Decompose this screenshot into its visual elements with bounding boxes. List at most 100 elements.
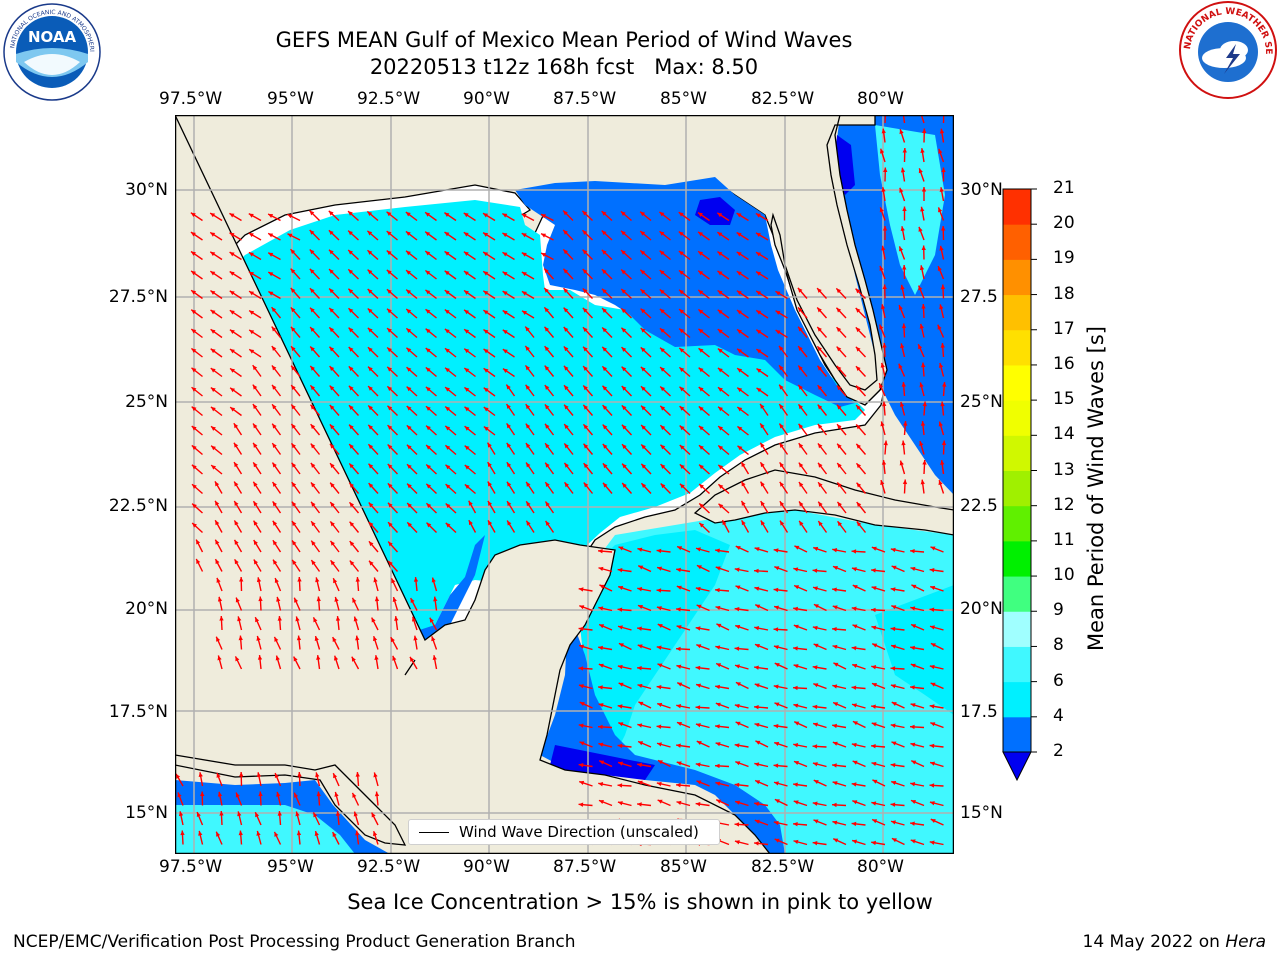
wind-arrow-head — [328, 249, 334, 255]
lon-label-top: 80°W — [857, 89, 904, 109]
wind-arrow-head — [583, 385, 588, 391]
wind-arrow-head — [373, 772, 378, 778]
wind-arrow-head — [316, 596, 321, 602]
wind-arrow-head — [621, 385, 627, 391]
wind-arrow-head — [444, 232, 450, 237]
wind-arrow-head — [602, 385, 608, 391]
wind-arrow-head — [313, 617, 318, 623]
wind-arrow-head — [348, 249, 354, 255]
chart-title-line1: GEFS MEAN Gulf of Mexico Mean Period of … — [275, 28, 853, 52]
wind-arrow-head — [760, 442, 765, 448]
wind-arrow-head — [234, 559, 239, 565]
wind-arrow-head — [696, 604, 702, 609]
wind-arrow-head — [502, 252, 508, 257]
wind-arrow-head — [367, 230, 373, 236]
wind-arrow-head — [216, 636, 221, 642]
wind-arrow-head — [659, 270, 665, 275]
wind-arrow-head — [309, 210, 315, 216]
wind-arrow-head — [699, 464, 704, 470]
wind-arrow-head — [754, 586, 760, 591]
wind-arrow-head — [507, 501, 512, 507]
wind-arrow-head — [426, 425, 431, 431]
wind-arrow-head — [314, 636, 319, 642]
colorbar-tick-label: 12 — [1053, 494, 1075, 515]
wind-arrow-head — [387, 425, 393, 430]
wind-arrow-head — [741, 500, 746, 506]
wind-arrow-head — [545, 443, 550, 449]
wind-arrow-head — [679, 347, 685, 353]
wind-arrow-head — [852, 760, 858, 765]
wind-arrow-head — [920, 421, 926, 426]
wind-arrow-head — [918, 226, 923, 232]
wind-arrow-head — [774, 702, 780, 707]
wind-arrow-head — [334, 596, 339, 602]
wind-arrow-head — [230, 368, 235, 373]
wind-arrow-head — [617, 743, 623, 749]
wind-arrow-head — [929, 801, 935, 806]
wind-arrow-head — [329, 366, 335, 371]
wind-arrow-head — [198, 772, 203, 778]
wind-arrow-head — [525, 384, 531, 390]
wind-arrow-head — [773, 724, 779, 729]
wind-arrow-head — [939, 128, 945, 134]
wind-arrow-head — [432, 655, 437, 661]
wind-arrow-head — [578, 587, 584, 592]
wind-arrow-head — [239, 577, 244, 582]
wind-arrow-head — [817, 385, 823, 391]
wind-arrow-head — [541, 233, 547, 238]
wind-arrow-head — [506, 481, 512, 487]
wind-arrow-head — [755, 604, 761, 609]
wind-arrow-head — [525, 423, 531, 429]
wind-arrow-head — [899, 129, 904, 135]
wind-arrow-head — [483, 368, 489, 373]
wind-arrow-head — [406, 386, 412, 392]
wind-arrow-head — [836, 365, 842, 371]
wind-arrow-head — [930, 546, 936, 551]
wind-arrow-head — [832, 627, 837, 632]
wind-arrow-head — [832, 741, 838, 746]
wind-arrow-head — [817, 346, 823, 352]
wind-arrow-head — [871, 744, 876, 749]
wind-arrow-head — [349, 463, 354, 469]
wind-arrow-head — [191, 367, 197, 373]
wind-arrow-head — [190, 232, 196, 237]
wind-arrow-head — [813, 586, 818, 591]
wind-arrow-head — [621, 327, 627, 333]
wind-arrow-head — [274, 636, 279, 642]
wind-arrow-head — [368, 366, 373, 372]
colorbar-swatch — [1003, 189, 1031, 225]
wind-arrow-head — [468, 500, 473, 506]
wind-arrow-head — [910, 645, 915, 651]
lon-label-bottom: 97.5°W — [159, 857, 223, 877]
wind-arrow-head — [329, 269, 334, 274]
wind-arrow-head — [679, 444, 685, 450]
wind-arrow-head — [779, 481, 785, 487]
wind-arrow-head — [229, 329, 235, 334]
wind-arrow-head — [210, 368, 216, 373]
wind-arrow-head — [239, 772, 244, 777]
lat-label-right: 27.5 — [960, 287, 998, 307]
wind-arrow-head — [660, 444, 666, 450]
wind-arrow-head — [640, 231, 646, 236]
wind-arrow-head — [273, 559, 278, 565]
wind-arrow-head — [817, 404, 823, 410]
wind-arrow-head — [813, 546, 819, 552]
wind-arrow-head — [309, 288, 315, 294]
wind-arrow-head — [210, 290, 216, 295]
wind-arrow-head — [698, 387, 704, 392]
wind-arrow-head — [191, 387, 197, 392]
wind-arrow-head — [737, 445, 743, 451]
wind-arrow-head — [388, 541, 393, 547]
wind-arrow-head — [387, 444, 393, 450]
wind-arrow-head — [852, 721, 858, 726]
wind-arrow-head — [919, 441, 924, 447]
wind-arrow-head — [735, 800, 741, 805]
wind-arrow-head — [679, 328, 685, 334]
wind-arrow-head — [368, 483, 374, 488]
wind-arrow-head — [444, 290, 450, 295]
wind-arrow-head — [526, 520, 531, 526]
wind-arrow-head — [272, 520, 278, 526]
wind-arrow-head — [793, 822, 798, 827]
wind-arrow-head — [352, 792, 357, 798]
wind-arrow-head — [582, 288, 588, 294]
